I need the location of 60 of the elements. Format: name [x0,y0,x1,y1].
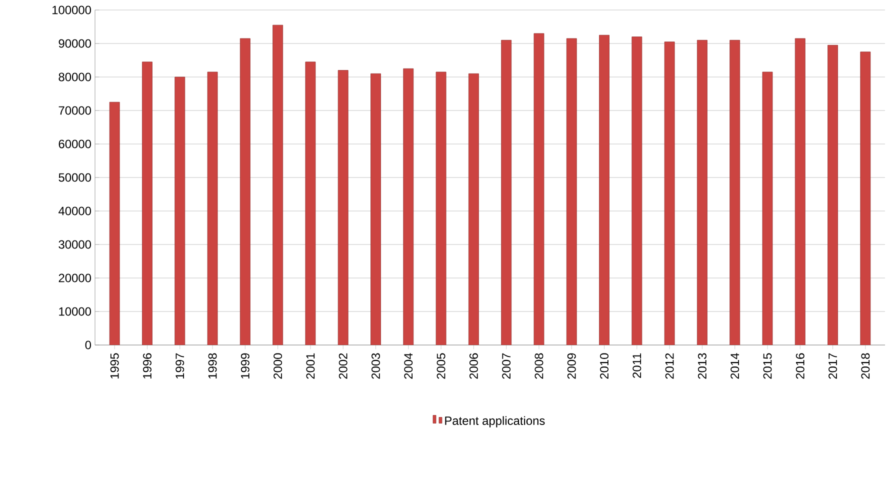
x-tick-label: 2005 [436,353,446,379]
bar [370,73,381,345]
bar [501,40,512,345]
x-tick-label: 2011 [632,353,642,378]
bar [730,40,740,345]
x-tick-label: 2004 [404,353,413,379]
bar [697,40,708,345]
y-tick-label: 100000 [52,6,92,14]
x-tick-label: 2017 [828,353,837,379]
bar [207,72,218,345]
bar [305,62,316,345]
bar [468,73,479,345]
y-tick-label: 0 [85,340,92,350]
y-tick-label: 50000 [58,173,92,182]
y-tick-label: 70000 [58,106,92,115]
x-tick-label: 1999 [240,353,250,378]
x-tick-label: 1995 [110,353,119,378]
bar [109,102,120,345]
y-tick-label: 40000 [58,206,92,216]
x-tick-label: 2015 [763,353,772,379]
bar [272,24,284,345]
y-tick-label: 30000 [58,240,92,249]
bar [566,38,577,345]
x-tick-label: 1997 [176,353,184,378]
bar [794,38,806,345]
x-tick-label: 2013 [698,353,706,379]
y-tick-label: 90000 [58,39,92,48]
bar [860,52,871,345]
bar [240,38,250,345]
x-tick-label: 2016 [796,353,804,379]
x-tick-label: 2008 [534,353,544,379]
bar [403,68,414,345]
bar [534,33,544,345]
y-tick-label: 80000 [58,72,92,82]
bar [599,34,610,345]
y-tick-label: 10000 [59,307,92,316]
bar [142,62,152,345]
x-tick-label: 2010 [600,353,608,379]
x-tick-label: 2000 [274,353,282,379]
bar [632,36,642,345]
x-tick-label: 2014 [730,353,740,379]
x-tick-label: 2007 [502,353,511,379]
y-tick-label: 60000 [58,140,92,148]
y-tick-label: 20000 [58,274,92,282]
x-tick-label: 1998 [208,353,217,378]
bar [828,44,838,345]
bar [762,72,773,345]
x-tick-label: 2003 [372,353,380,379]
bar [174,76,186,345]
bar [436,72,446,345]
x-tick-label: 2009 [567,353,576,379]
bar [664,42,675,345]
x-tick-label: 2002 [338,353,348,379]
legend-label: Patent applications [445,416,545,428]
x-tick-label: 2018 [861,353,870,379]
x-tick-label: 1996 [143,353,152,378]
x-tick-label: 2001 [306,353,315,379]
x-tick-label: 2006 [469,353,478,379]
bar [338,70,348,345]
x-tick-label: 2012 [665,353,674,379]
